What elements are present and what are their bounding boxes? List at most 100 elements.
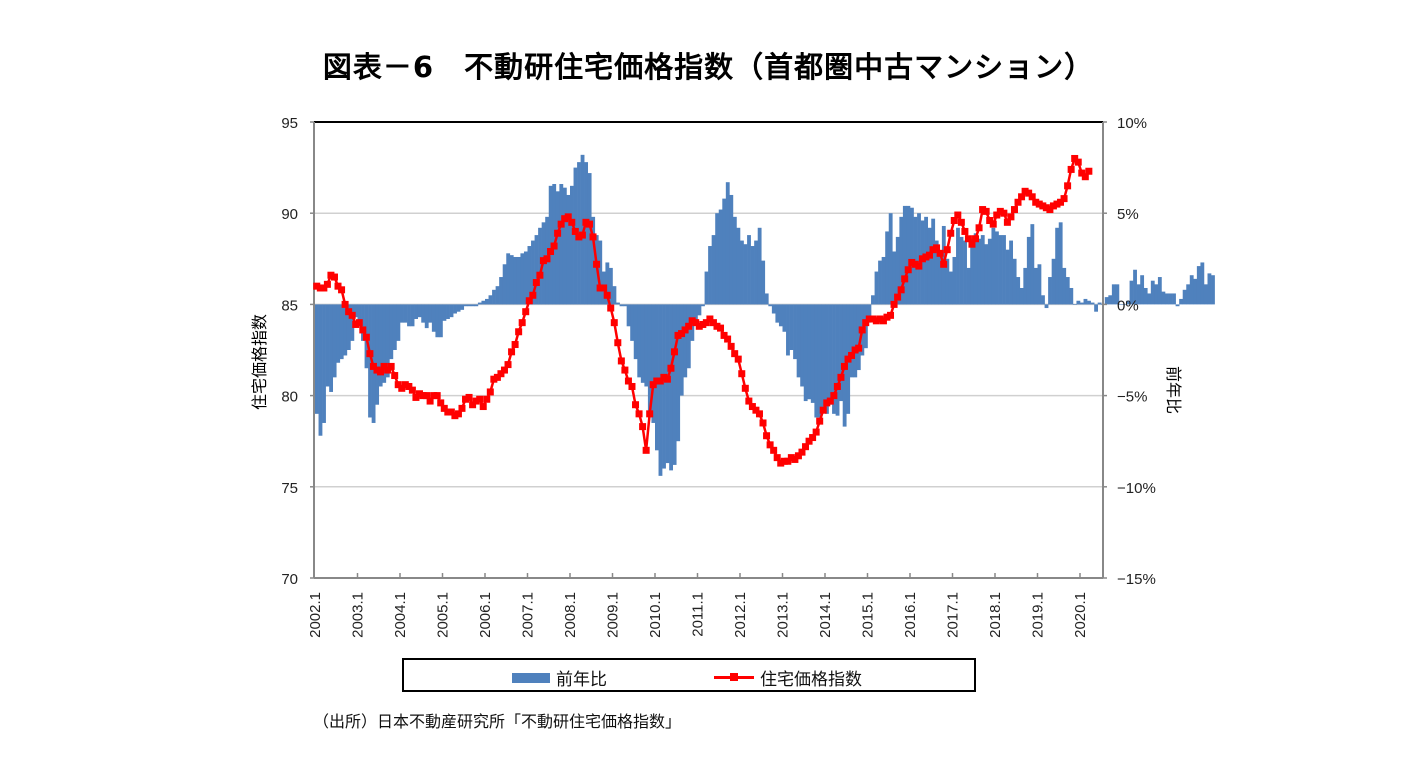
bar xyxy=(1076,300,1081,305)
line-marker xyxy=(1039,202,1047,210)
bar xyxy=(339,304,344,360)
bar xyxy=(655,304,659,451)
bar xyxy=(1175,304,1180,307)
line-marker xyxy=(819,406,827,414)
line-marker xyxy=(398,384,406,392)
bar xyxy=(1115,284,1120,305)
line-marker xyxy=(773,454,781,462)
line-marker xyxy=(614,339,622,347)
line-marker xyxy=(412,393,420,401)
line-marker xyxy=(465,393,473,401)
bar xyxy=(488,295,493,305)
line-marker xyxy=(522,308,530,316)
bar xyxy=(368,304,372,418)
line-marker xyxy=(855,344,863,352)
x-tick-label: 2003.1 xyxy=(350,592,367,638)
line-marker xyxy=(741,384,749,392)
bar xyxy=(1062,267,1067,305)
bar xyxy=(715,213,720,305)
bar xyxy=(392,304,397,350)
bar xyxy=(888,213,893,305)
left-tick-label: 85 xyxy=(281,297,298,314)
bar xyxy=(878,260,882,305)
bar xyxy=(902,205,907,305)
bar xyxy=(952,256,957,305)
left-tick-label: 80 xyxy=(281,389,298,406)
bar xyxy=(456,304,461,312)
bar xyxy=(722,198,727,305)
line-marker xyxy=(476,395,484,403)
line-marker xyxy=(632,401,640,409)
bar xyxy=(856,304,861,371)
bar xyxy=(453,304,457,314)
bar xyxy=(375,304,380,405)
bar xyxy=(1104,297,1109,305)
bar xyxy=(973,233,978,305)
x-tick-label: 2013.1 xyxy=(775,592,792,638)
bar xyxy=(1172,293,1176,305)
bar xyxy=(580,154,585,305)
line-marker xyxy=(408,386,416,394)
bar xyxy=(991,227,996,305)
bar xyxy=(591,216,596,305)
line-marker xyxy=(575,233,583,241)
line-marker xyxy=(957,218,965,226)
bar xyxy=(1157,277,1162,305)
line-marker xyxy=(426,397,434,405)
line-marker xyxy=(313,282,321,290)
line-marker xyxy=(1021,187,1029,195)
line-marker xyxy=(497,370,505,378)
bar xyxy=(658,304,663,476)
bar xyxy=(874,271,879,305)
line-marker xyxy=(440,404,448,412)
bar xyxy=(414,304,419,319)
line-marker xyxy=(731,350,739,358)
line-marker xyxy=(384,366,392,374)
bar xyxy=(927,227,932,305)
bar xyxy=(1044,304,1049,309)
bar xyxy=(1182,289,1187,305)
bar xyxy=(1058,222,1063,305)
bar xyxy=(417,304,422,318)
bar xyxy=(817,304,822,418)
line-marker xyxy=(593,260,601,268)
x-tick-label: 2007.1 xyxy=(520,592,537,638)
bar xyxy=(701,304,705,307)
line-marker xyxy=(929,246,937,254)
bar xyxy=(318,304,323,436)
bar xyxy=(676,304,681,442)
line-marker xyxy=(500,366,508,374)
bar xyxy=(959,236,964,305)
bar xyxy=(396,304,401,341)
line-marker xyxy=(996,207,1004,215)
x-tick-label: 2005.1 xyxy=(435,592,452,638)
line-marker xyxy=(430,392,438,400)
line-marker xyxy=(1049,202,1057,210)
bar xyxy=(651,304,656,423)
bar xyxy=(963,240,967,305)
line-marker xyxy=(972,235,980,243)
bar xyxy=(1118,304,1123,305)
line-marker xyxy=(1074,158,1082,166)
bar xyxy=(506,253,511,305)
right-tick-label: 0% xyxy=(1117,297,1139,314)
bar xyxy=(538,227,542,305)
line-marker xyxy=(334,282,342,290)
line-marker xyxy=(699,320,707,328)
bar xyxy=(605,262,610,305)
line-marker xyxy=(770,446,778,454)
line-marker xyxy=(947,229,955,237)
line-marker xyxy=(401,381,409,389)
line-marker xyxy=(1010,206,1018,214)
line-marker xyxy=(1007,213,1015,221)
line-marker xyxy=(1046,206,1054,214)
line-marker xyxy=(458,404,466,412)
bar xyxy=(747,235,751,305)
line-marker xyxy=(968,240,976,248)
bar xyxy=(467,304,472,307)
bar xyxy=(895,236,900,305)
line-marker xyxy=(355,319,363,327)
line-marker xyxy=(653,377,661,385)
line-marker xyxy=(663,375,671,383)
bar xyxy=(1165,293,1169,305)
